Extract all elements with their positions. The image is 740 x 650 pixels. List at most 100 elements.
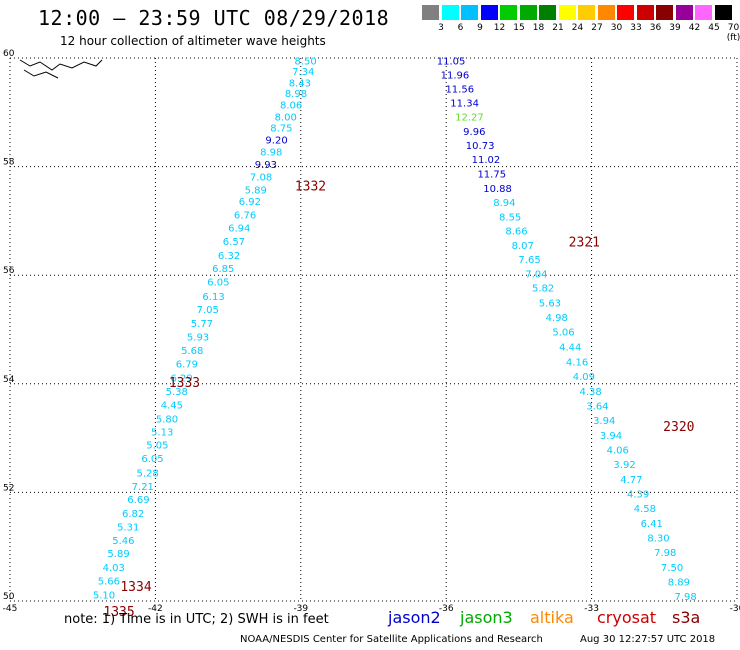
wave-height-value: 6.79 <box>176 360 198 371</box>
wave-height-value: 8.50 <box>295 57 317 68</box>
wave-height-value: 5.46 <box>112 536 134 547</box>
wave-height-value: 11.75 <box>477 170 506 181</box>
wave-height-value: 5.80 <box>156 415 178 426</box>
legend-label: 39 <box>669 23 681 33</box>
wave-height-value: 8.06 <box>280 101 302 112</box>
wave-height-value: 9.93 <box>255 160 277 171</box>
wave-height-value: 6.05 <box>207 278 229 289</box>
wave-height-value: 3.94 <box>593 416 615 427</box>
wave-height-value: 5.10 <box>93 590 115 601</box>
wave-height-value: 4.16 <box>566 358 588 369</box>
chart-title: 12:00 — 23:59 UTC 08/29/2018 <box>38 6 390 30</box>
y-tick-label: 54 <box>3 375 15 385</box>
wave-height-value: 5.89 <box>107 549 129 560</box>
wave-height-value: 4.45 <box>161 400 183 411</box>
legend-swatch <box>695 5 712 20</box>
time-label: 2321 <box>569 236 600 251</box>
y-tick-label: 60 <box>3 49 15 59</box>
wave-height-value: 8.43 <box>289 78 311 89</box>
wave-height-value: 11.05 <box>437 57 466 68</box>
wave-height-value: 5.66 <box>98 576 120 587</box>
wave-height-value: 5.38 <box>166 387 188 398</box>
wave-height-value: 8.98 <box>260 147 282 158</box>
x-tick-label: -39 <box>293 604 308 614</box>
legend-swatch <box>578 5 595 20</box>
wave-height-value: 6.41 <box>641 519 663 530</box>
x-tick-label: -33 <box>584 604 599 614</box>
wave-height-value: 5.93 <box>187 333 209 344</box>
timestamp-text: Aug 30 12:27:57 UTC 2018 <box>580 634 716 645</box>
legend-label: 45 <box>708 23 720 33</box>
legend-swatch <box>519 5 537 20</box>
wave-height-value: 4.09 <box>573 372 595 383</box>
wave-height-value: 10.73 <box>466 141 495 152</box>
time-label: 1332 <box>295 180 326 195</box>
wave-height-value: 8.30 <box>647 533 669 544</box>
wave-height-value: 7.98 <box>654 548 676 559</box>
time-label: 2320 <box>663 420 694 435</box>
wave-height-value: 5.13 <box>151 428 173 439</box>
wave-height-value: 5.06 <box>552 328 574 339</box>
wave-height-value: 6.85 <box>212 264 234 275</box>
chart-subtitle: 12 hour collection of altimeter wave hei… <box>60 34 326 48</box>
wave-height-value: 7.08 <box>250 172 272 183</box>
wave-height-value: 4.38 <box>579 387 601 398</box>
wave-height-value: 8.00 <box>275 113 297 124</box>
legend-label: 6 <box>457 23 464 33</box>
legend-swatch <box>558 5 576 20</box>
legend-jason2: jason2 <box>388 608 441 627</box>
legend-swatch <box>636 5 654 20</box>
time-label: 1333 <box>169 376 200 391</box>
wave-height-value: 5.28 <box>137 468 159 479</box>
wave-height-value: 5.05 <box>146 441 168 452</box>
legend-label: 24 <box>571 23 584 33</box>
wave-height-value: 4.39 <box>627 489 649 500</box>
wave-height-value: 11.56 <box>445 84 474 95</box>
legend-label: 12 <box>493 23 506 33</box>
legend-swatch <box>617 5 634 20</box>
legend-swatch <box>461 5 478 20</box>
wave-height-value: 11.34 <box>450 99 479 110</box>
wave-height-value: 4.98 <box>546 313 568 324</box>
wave-height-value: 11.02 <box>472 155 501 166</box>
wave-height-value: 6.92 <box>239 197 261 208</box>
legend-s3a: s3a <box>672 608 701 627</box>
wave-height-value: 8.07 <box>512 241 534 252</box>
legend-label: 27 <box>591 23 603 33</box>
legend-label: 9 <box>477 23 483 33</box>
wave-height-value: 4.77 <box>620 475 642 486</box>
wave-height-value: 5.63 <box>539 298 561 309</box>
x-tick-label: -30 <box>730 604 740 614</box>
legend-swatch <box>422 5 439 20</box>
wave-height-value: 11.96 <box>441 70 470 81</box>
y-tick-label: 58 <box>3 158 15 168</box>
wave-height-value: 5.68 <box>181 346 203 357</box>
wave-height-value: 6.57 <box>223 237 245 248</box>
legend-label: 15 <box>513 23 525 33</box>
legend-altika: altika <box>530 608 574 627</box>
wave-height-value: 7.34 <box>292 67 314 78</box>
wave-height-value: 3.94 <box>600 431 622 442</box>
wave-height-value: 7.21 <box>132 482 154 493</box>
wave-height-value: 8.75 <box>270 124 292 135</box>
wave-height-value: 6.82 <box>122 509 144 520</box>
wave-height-value: 3.64 <box>586 402 608 413</box>
legend-label: 21 <box>552 23 564 33</box>
wave-height-value: 6.05 <box>141 454 163 465</box>
legend-jason3: jason3 <box>460 608 513 627</box>
time-label: 1335 <box>103 605 134 620</box>
legend-swatch <box>441 5 459 20</box>
wave-height-value: 9.20 <box>265 135 287 146</box>
legend-swatch <box>714 5 732 20</box>
wave-height-value: 6.13 <box>202 292 224 303</box>
wave-height-value: 6.29 <box>170 373 192 384</box>
legend-label: 3 <box>438 23 444 33</box>
wave-height-value: 4.44 <box>559 342 581 353</box>
y-tick-label: 50 <box>3 592 15 602</box>
wave-height-value: 8.66 <box>505 227 527 238</box>
wave-height-value: 12.27 <box>455 113 484 124</box>
wave-height-value: 6.32 <box>218 251 240 262</box>
x-tick-label: -42 <box>148 604 163 614</box>
credit-text: NOAA/NESDIS Center for Satellite Applica… <box>240 634 543 645</box>
legend-swatch <box>539 5 556 20</box>
